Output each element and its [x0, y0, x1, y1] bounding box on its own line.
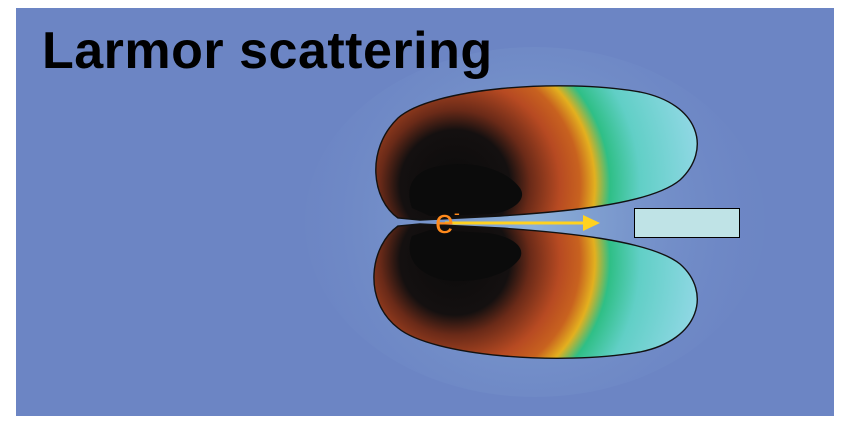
electron-charge: - — [453, 203, 460, 223]
lower-core — [409, 230, 522, 282]
detector-box — [634, 208, 740, 238]
electron-label: e- — [435, 204, 460, 239]
electron-symbol: e — [435, 203, 454, 241]
slide-title: Larmor scattering — [42, 22, 493, 80]
upper-core — [409, 164, 523, 216]
velocity-arrow-head — [583, 215, 600, 231]
